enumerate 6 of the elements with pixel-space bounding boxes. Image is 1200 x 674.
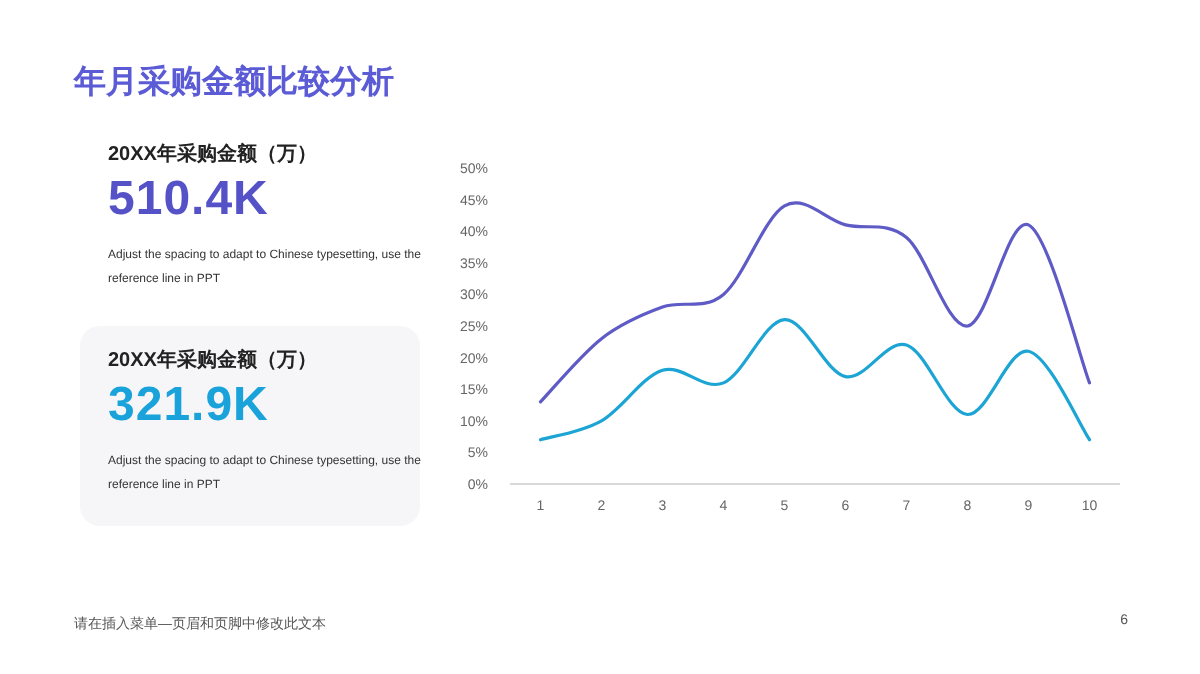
text: 20XX年采购金额（万） (108, 346, 319, 374)
text: 20XX年采购金额（万） (108, 140, 319, 168)
line-series (538, 318, 1092, 442)
text: 510.4K (108, 172, 271, 228)
text: 321.9K (108, 378, 271, 434)
text: 年月采购金额比较分析 (74, 62, 394, 104)
